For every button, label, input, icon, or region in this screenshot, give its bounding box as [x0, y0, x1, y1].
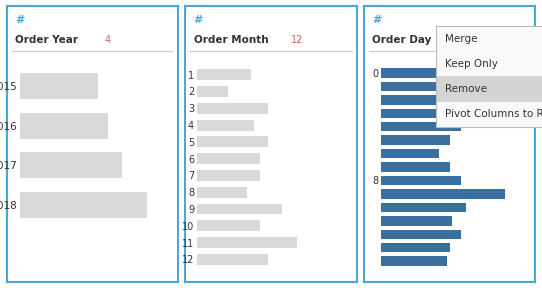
Bar — [197, 254, 268, 265]
Bar — [436, 76, 542, 101]
Bar — [20, 152, 122, 178]
Text: 12: 12 — [291, 35, 304, 45]
Bar — [381, 122, 461, 131]
Bar — [197, 137, 268, 147]
Bar — [381, 162, 450, 172]
Text: Remove: Remove — [444, 84, 487, 94]
Bar — [197, 120, 254, 130]
Bar — [381, 203, 466, 212]
Bar — [381, 230, 461, 239]
Bar — [381, 216, 453, 226]
Text: #: # — [15, 16, 24, 25]
Text: Merge: Merge — [444, 33, 477, 43]
Bar — [381, 243, 450, 252]
Bar — [197, 204, 282, 215]
Text: #: # — [372, 16, 382, 25]
Bar — [197, 69, 251, 80]
Bar — [381, 149, 438, 158]
Text: Order Day: Order Day — [372, 35, 431, 45]
Bar — [381, 95, 450, 105]
Text: Keep Only: Keep Only — [444, 59, 498, 69]
Bar — [381, 135, 450, 145]
Bar — [381, 109, 466, 118]
Bar — [197, 103, 268, 114]
Text: 31: 31 — [453, 35, 466, 45]
Text: #: # — [193, 16, 203, 25]
Bar — [381, 82, 456, 91]
Bar — [20, 113, 108, 139]
Bar — [197, 237, 296, 248]
Bar — [381, 256, 447, 266]
Bar — [197, 86, 228, 97]
Bar — [197, 187, 247, 198]
Bar — [20, 73, 98, 99]
Bar — [381, 176, 461, 185]
Bar — [20, 192, 147, 218]
Bar — [381, 189, 505, 199]
Bar — [197, 153, 260, 164]
Text: Pivot Columns to Rows: Pivot Columns to Rows — [444, 109, 542, 119]
Text: 4: 4 — [105, 35, 111, 45]
Bar — [381, 68, 477, 78]
Text: Order Year: Order Year — [15, 35, 78, 45]
Bar — [197, 170, 260, 181]
Bar — [197, 220, 260, 231]
Text: Order Month: Order Month — [193, 35, 268, 45]
